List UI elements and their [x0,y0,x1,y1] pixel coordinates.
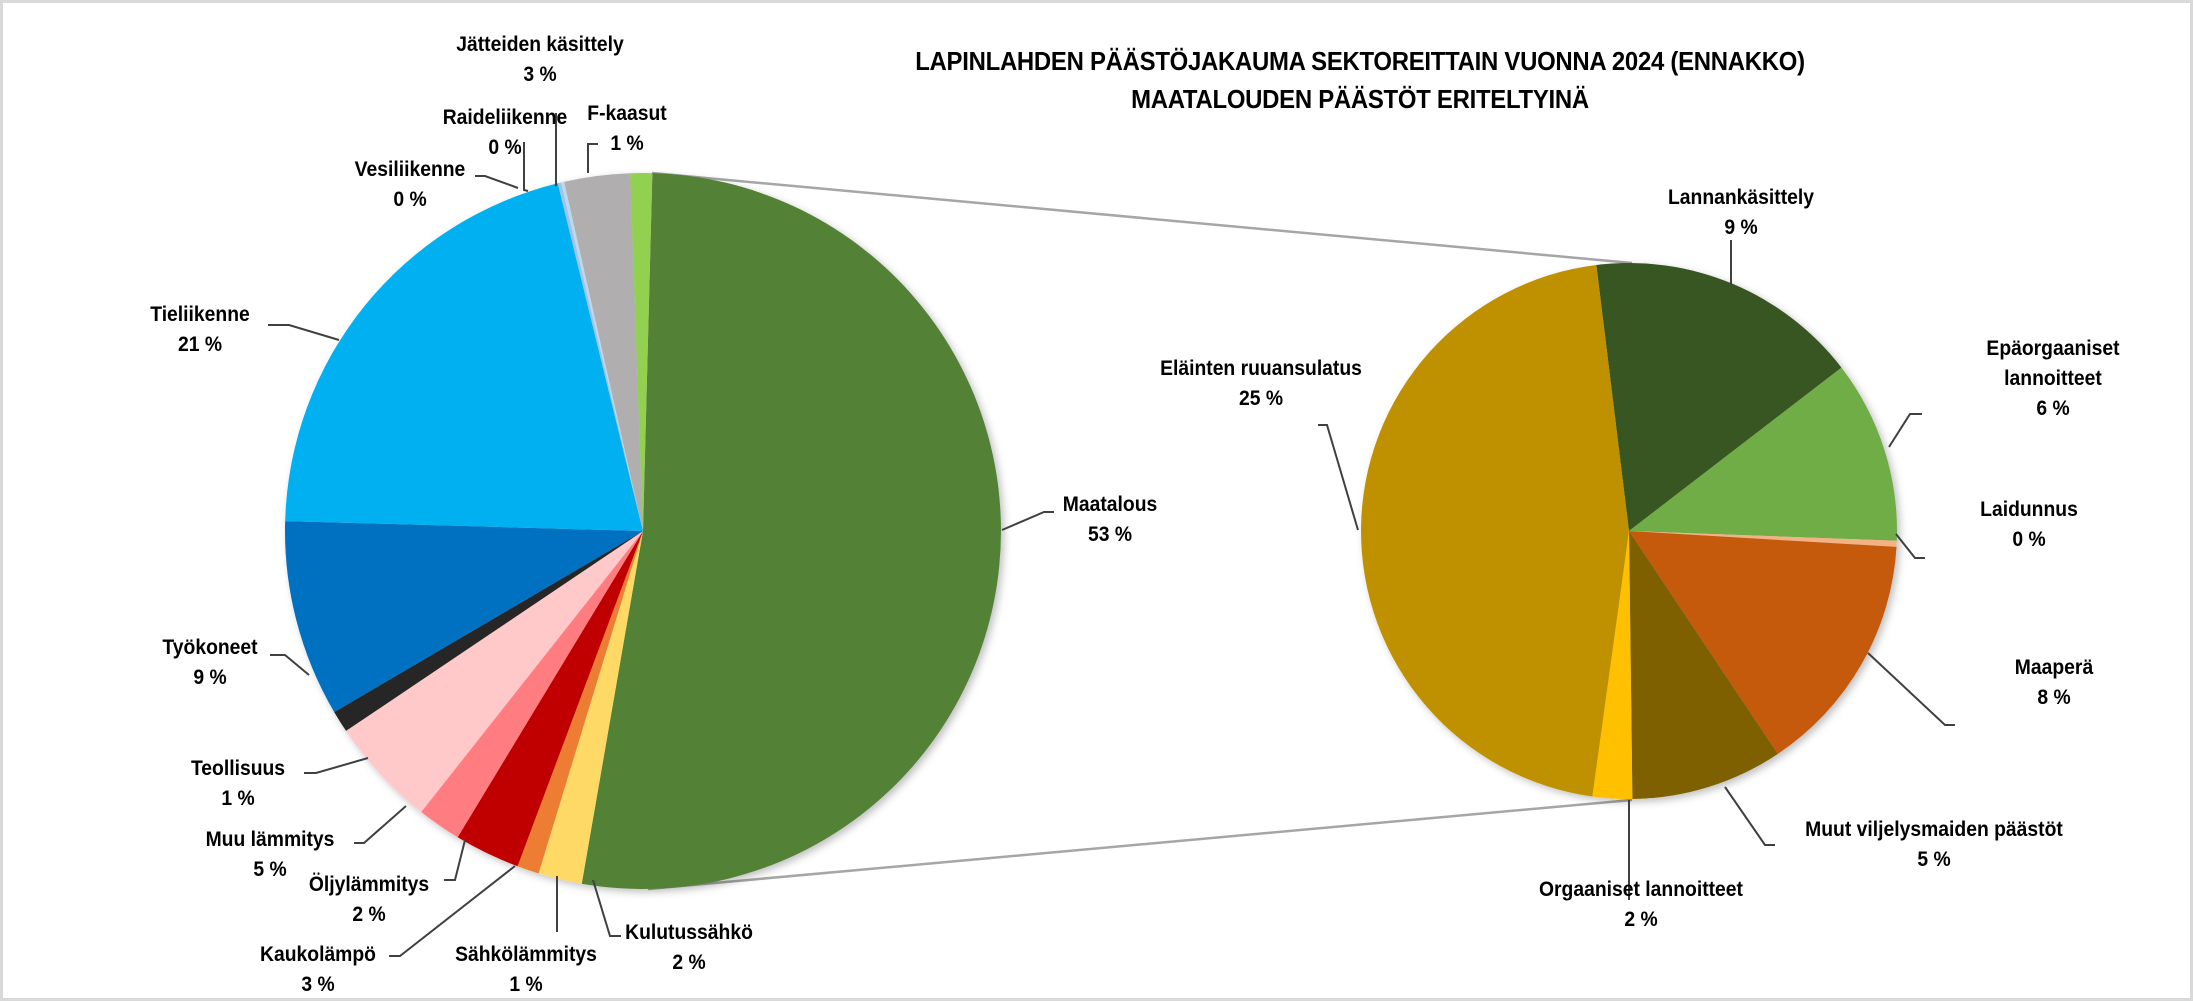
pie-slice-eläinten-ruuansulatus [1361,265,1629,797]
label-name: Tieliikenne [150,303,250,326]
secondary-pie [1361,263,1897,800]
label-value: 1 % [509,973,543,996]
pie-slice-työkoneet [285,521,643,713]
pie-slice-orgaaniset-lannoitteet [1592,531,1633,800]
label-name: Öljylämmitys [308,873,430,896]
label-raideliikenne: Raideliikenne 0 % [443,103,568,163]
label-name: Teollisuus [190,757,286,780]
label-vesiliikenne: Vesiliikenne 0 % [355,155,466,215]
pie-slice-teollisuus [334,531,643,731]
label-value: 21 % [177,333,223,356]
label-name: Muut viljelysmaiden päästöt [1805,818,2063,841]
label-name: Sähkölämmitys [455,943,597,966]
label-jatteiden-kasittely: Jätteiden käsittely 3 % [456,30,624,90]
label-name: F-kaasut [587,102,667,125]
label-epaorgaaniset-lannoitteet: Epäorgaaniset lannoitteet 6 % [1986,334,2119,424]
label-value: 8 % [2037,686,2071,709]
label-value: 0 % [393,188,427,211]
pie-slice-jätteiden-käsittely [564,173,643,532]
pie-slice-maaperä [1629,531,1897,754]
label-name: Epäorgaaniset [1986,337,2120,360]
chart-title-line1: LAPINLAHDEN PÄÄSTÖJAKAUMA SEKTOREITTAIN … [915,46,1805,76]
label-name: Työkoneet [162,636,258,659]
label-maapera: Maaperä 8 % [2015,653,2093,713]
label-name: Jätteiden käsittely [456,33,624,56]
label-name-2: lannoitteet [2004,367,2102,390]
chart-subtitle: MAATALOUDEN PÄÄSTÖT ERITELTYINÄ [1131,84,1589,114]
main-pie [285,172,1001,889]
label-name: Eläinten ruuansulatus [1160,357,1362,380]
label-value: 2 % [672,951,706,974]
label-name: Laidunnus [1980,498,2078,521]
connector-line-bottom [647,798,1633,891]
label-name: Vesiliikenne [354,158,466,181]
pie-slice-kulutussähkö [538,531,643,884]
pie-slice-öljylämmitys [421,531,643,838]
label-name: Lannankäsittely [1667,186,1815,209]
pie-slice-lannankäsittely [1596,263,1842,531]
label-value: 5 % [1917,848,1951,871]
label-orgaaniset-lannoitteet: Orgaaniset lannoitteet 2 % [1539,875,1743,935]
label-name: Kulutussähkö [625,921,753,944]
connector-line-top [651,171,1633,265]
label-name: Orgaaniset lannoitteet [1539,878,1743,901]
chart-title: LAPINLAHDEN PÄÄSTÖJAKAUMA SEKTOREITTAIN … [863,42,1857,118]
label-value: 0 % [488,136,522,159]
label-value: 9 % [1724,216,1758,239]
pie-slice-f-kaasut [630,172,653,531]
pie-slice-laidunnus [1629,531,1897,547]
label-teollisuus: Teollisuus 1 % [191,754,285,814]
label-laidunnus: Laidunnus 0 % [1980,495,2078,555]
label-value: 53 % [1087,523,1133,546]
pie-slice-muut-viljelysmaiden-päästöt [1629,531,1778,799]
label-value: 2 % [352,903,386,926]
label-f-kaasut: F-kaasut 1 % [587,99,666,159]
label-value: 0 % [2012,528,2046,551]
label-kulutussahko: Kulutussähkö 2 % [625,918,753,978]
label-value: 3 % [301,973,335,996]
label-value: 1 % [610,132,644,155]
label-value: 1 % [221,787,255,810]
pie-slice-vesiliikenne [557,182,643,531]
pie-slice-raideliikenne [560,181,643,531]
pie-slice-tieliikenne [285,183,643,531]
label-tieliikenne: Tieliikenne 21 % [150,300,250,360]
label-muu-lammitys: Muu lämmitys 5 % [206,825,335,885]
label-value: 2 % [1624,908,1658,931]
label-elainten-ruuansulatus: Eläinten ruuansulatus 25 % [1160,354,1362,414]
pie-slice-kaukolämpö [457,531,643,867]
label-name: Maaperä [2014,656,2094,679]
label-name: Muu lämmitys [205,828,335,851]
label-lannankasittely: Lannankäsittely 9 % [1668,183,1814,243]
label-tyokoneet: Työkoneet 9 % [162,633,257,693]
label-value: 25 % [1238,387,1284,410]
label-value: 9 % [193,666,227,689]
label-value: 3 % [523,63,557,86]
label-value: 6 % [2036,397,2070,420]
label-oljylammitys: Öljylämmitys 2 % [309,870,429,930]
leader-lines [268,113,1955,957]
label-name: Raideliikenne [442,106,568,129]
label-muut-viljelysmaiden-paastot: Muut viljelysmaiden päästöt 5 % [1805,815,2063,875]
pie-slice-muu-lämmitys [346,531,643,813]
label-name: Maatalous [1062,493,1158,516]
pie-slice-sähkölämmitys [517,531,643,874]
label-sahkolammitys: Sähkölämmitys 1 % [455,940,597,1000]
label-value: 5 % [253,858,287,881]
label-name: Kaukolämpö [260,943,376,966]
pie-slice-maatalous [581,173,1001,889]
label-kaukolampo: Kaukolämpö 3 % [260,940,376,1000]
pie-slice-epäorgaaniset-lannoitteet [1629,367,1897,541]
label-maatalous: Maatalous 53 % [1063,490,1157,550]
